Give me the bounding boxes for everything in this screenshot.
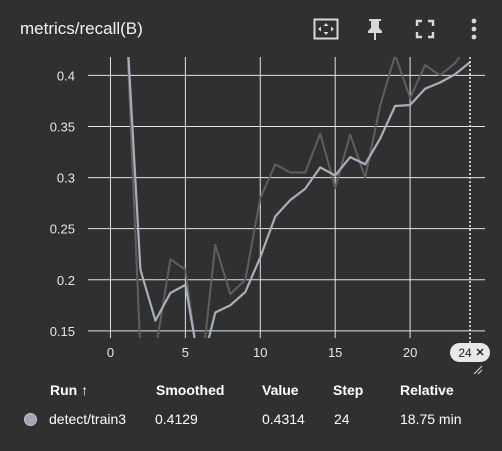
column-header-step[interactable]: Step: [333, 382, 364, 398]
recall-line-chart[interactable]: 0 5 10 15 20 0.15 0.2 0.25 0.3 0.35 0.4 24: [0, 55, 502, 375]
step-cell: 24: [334, 411, 350, 427]
smoothed-value-cell: 0.4129: [155, 411, 198, 427]
fullscreen-button[interactable]: [411, 15, 439, 43]
fit-domain-button[interactable]: [312, 15, 340, 43]
x-tick-label: 10: [253, 345, 267, 360]
column-header-value[interactable]: Value: [262, 382, 299, 398]
x-tick-label: 20: [403, 345, 417, 360]
hover-step-label: 24: [458, 346, 472, 360]
smoothed-series-line: [127, 57, 471, 338]
y-tick-label: 0.2: [57, 273, 75, 288]
raw-series-line: [126, 57, 461, 338]
run-name-cell: detect/train3: [49, 411, 127, 427]
pin-button[interactable]: [361, 15, 389, 43]
relative-time-cell: 18.75 min: [400, 411, 462, 427]
x-tick-label: 0: [107, 345, 114, 360]
y-tick-label: 0.4: [57, 68, 75, 83]
chart-series: [126, 57, 471, 338]
y-tick-label: 0.35: [50, 119, 75, 134]
card-title: metrics/recall(B): [20, 19, 143, 38]
value-cell: 0.4314: [262, 411, 305, 427]
column-header-run[interactable]: Run ↑: [50, 382, 89, 398]
fit-domain-icon: [313, 18, 339, 40]
pin-icon: [368, 19, 382, 40]
x-tick-label: 5: [182, 345, 189, 360]
chart-axes: 0 5 10 15 20 0.15 0.2 0.25 0.3 0.35 0.4: [50, 68, 418, 360]
close-icon[interactable]: [476, 348, 484, 356]
resize-handle-icon[interactable]: [473, 365, 483, 375]
more-vert-icon: [471, 18, 477, 40]
y-tick-label: 0.15: [50, 324, 75, 339]
column-header-smoothed[interactable]: Smoothed: [156, 382, 225, 398]
chart-hover: 24: [450, 57, 491, 375]
column-header-relative[interactable]: Relative: [400, 382, 454, 398]
more-options-button[interactable]: [460, 15, 488, 43]
y-tick-label: 0.25: [50, 222, 75, 237]
chart-grid: [88, 57, 485, 338]
fullscreen-icon: [415, 19, 435, 39]
run-color-swatch: [24, 413, 37, 426]
x-tick-label: 15: [328, 345, 342, 360]
hover-step-badge[interactable]: [450, 343, 491, 362]
y-tick-label: 0.3: [57, 171, 75, 186]
